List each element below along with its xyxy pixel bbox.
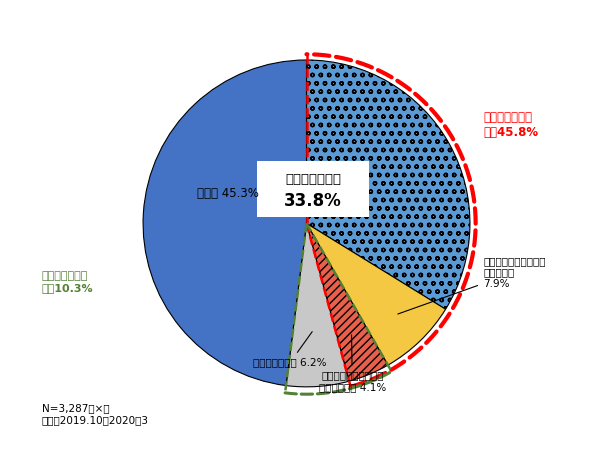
Text: 光コラボ事業者
計：45.8%: 光コラボ事業者 計：45.8% bbox=[483, 111, 538, 139]
Wedge shape bbox=[286, 223, 349, 387]
Text: 光コラボ事業者: 光コラボ事業者 bbox=[285, 173, 341, 186]
Text: 独立系卸事業者
計：10.3%: 独立系卸事業者 計：10.3% bbox=[42, 272, 93, 293]
Text: 独立系卸事業者かつ光
コラボ事業者 4.1%: 独立系卸事業者かつ光 コラボ事業者 4.1% bbox=[319, 335, 386, 392]
Bar bbox=[257, 162, 368, 217]
Wedge shape bbox=[143, 60, 306, 385]
Text: 33.8%: 33.8% bbox=[284, 192, 342, 210]
Wedge shape bbox=[306, 223, 446, 365]
Text: その他 45.3%: その他 45.3% bbox=[197, 187, 259, 201]
Wedge shape bbox=[306, 223, 388, 381]
Wedge shape bbox=[306, 60, 470, 309]
Text: N=3,287（×）
期間：2019.10～2020．3: N=3,287（×） 期間：2019.10～2020．3 bbox=[42, 403, 149, 425]
Text: 独立系事業者かつ光コ
ラボ事業者
7.9%: 独立系事業者かつ光コ ラボ事業者 7.9% bbox=[398, 256, 546, 314]
Text: 独立系卸事業者 6.2%: 独立系卸事業者 6.2% bbox=[253, 332, 327, 368]
